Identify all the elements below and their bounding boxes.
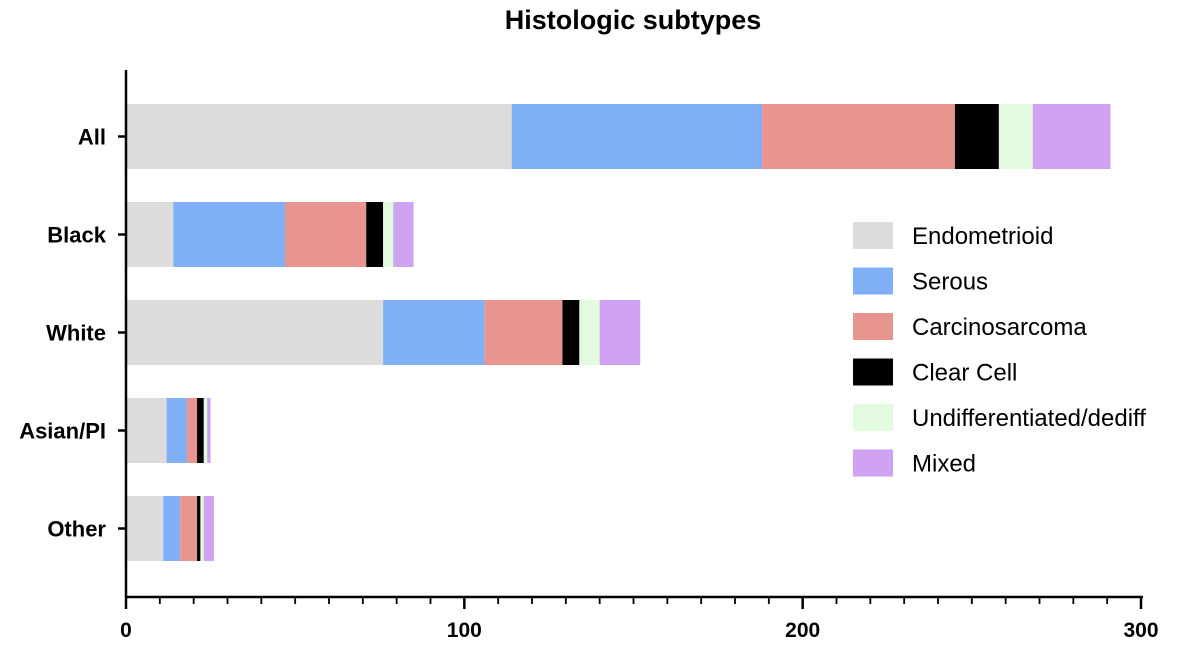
x-tick-label: 300 (1123, 619, 1158, 642)
bar-all-serous (511, 104, 763, 169)
bar-other-undifferentiated-dediff (200, 496, 204, 561)
bar-white-clear-cell (562, 300, 580, 365)
legend-label: Endometrioid (912, 223, 1053, 250)
bar-black-clear-cell (366, 202, 384, 267)
bar-all-endometrioid (126, 104, 512, 169)
x-tick-label: 100 (447, 619, 482, 642)
legend-label: Carcinosarcoma (912, 314, 1087, 341)
legend-item-serous: Serous (853, 267, 988, 296)
legend-item-endometrioid: Endometrioid (853, 222, 1053, 250)
bar-other-serous (163, 496, 181, 561)
legend-label: Serous (912, 269, 988, 296)
chart-title: Histologic subtypes (505, 5, 762, 35)
bar-black-endometrioid (126, 202, 174, 267)
x-axis-ticks: 0 100 200 300 (120, 597, 1159, 642)
legend-item-undifferentiated-dediff: Undifferentiated/dediff (853, 404, 1146, 432)
legend-label: Undifferentiated/dediff (912, 405, 1146, 432)
legend-item-clear-cell: Clear Cell (853, 358, 1017, 387)
bar-asian-pi-undifferentiated-dediff (203, 398, 208, 463)
bar-all-undifferentiated-dediff (998, 104, 1033, 169)
y-tick-label: Asian/PI (19, 419, 106, 444)
legend-swatch (853, 449, 893, 477)
bar-black-undifferentiated-dediff (383, 202, 394, 267)
bar-white-undifferentiated-dediff (579, 300, 600, 365)
bar-white-serous (383, 300, 485, 365)
y-tick-label: White (46, 321, 106, 346)
bar-all-clear-cell (954, 104, 999, 169)
legend-swatch (853, 313, 893, 340)
y-tick-label: All (78, 125, 106, 150)
legend-label: Mixed (912, 451, 976, 478)
legend: Endometrioid Serous Carcinosarcoma Clear Ce… (853, 222, 1146, 478)
bar-asian-pi-mixed (207, 398, 211, 463)
y-tick-label: Other (47, 517, 106, 542)
legend-label: Clear Cell (912, 360, 1017, 387)
bar-asian-pi-clear-cell (197, 398, 204, 463)
y-axis-ticks: All Black White Asian/PI Other (19, 125, 126, 542)
legend-item-carcinosarcoma: Carcinosarcoma (853, 313, 1087, 341)
legend-item-mixed: Mixed (853, 449, 976, 478)
bar-other-mixed (203, 496, 214, 561)
bar-white-endometrioid (126, 300, 384, 365)
legend-swatch (853, 404, 893, 431)
bar-other-endometrioid (126, 496, 164, 561)
x-tick-label: 0 (120, 619, 132, 642)
bar-white-carcinosarcoma (484, 300, 563, 365)
legend-swatch (853, 222, 893, 249)
bar-black-carcinosarcoma (285, 202, 367, 267)
bar-asian-pi-endometrioid (126, 398, 167, 463)
y-tick-label: Black (47, 223, 106, 248)
bar-other-clear-cell (197, 496, 201, 561)
bar-all-mixed (1032, 104, 1111, 169)
bar-asian-pi-serous (166, 398, 187, 463)
legend-swatch (853, 358, 893, 386)
bar-other-carcinosarcoma (180, 496, 198, 561)
bar-black-serous (173, 202, 286, 267)
bar-area (126, 104, 1111, 561)
bar-white-mixed (599, 300, 641, 365)
legend-swatch (853, 267, 893, 295)
bar-asian-pi-carcinosarcoma (186, 398, 198, 463)
bar-black-mixed (393, 202, 414, 267)
bar-all-carcinosarcoma (762, 104, 955, 169)
x-tick-label: 200 (785, 619, 820, 642)
